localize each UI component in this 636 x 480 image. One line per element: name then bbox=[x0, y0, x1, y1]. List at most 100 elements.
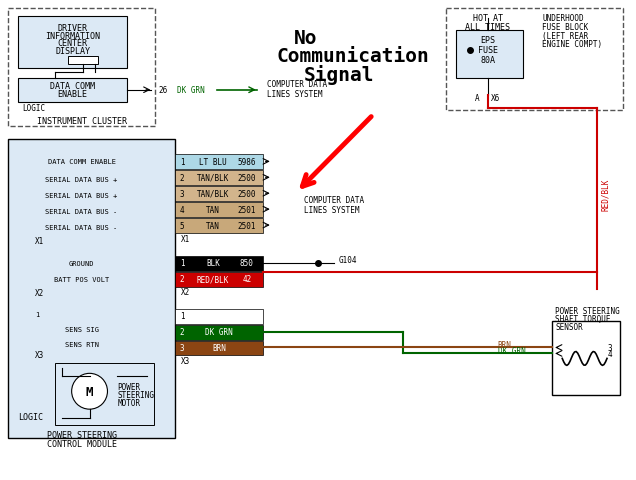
Text: DK GRN: DK GRN bbox=[205, 327, 233, 336]
Text: TAN: TAN bbox=[206, 205, 220, 214]
Text: EPS: EPS bbox=[480, 36, 495, 46]
Text: MOTOR: MOTOR bbox=[118, 398, 141, 407]
Text: DRIVER: DRIVER bbox=[58, 24, 88, 33]
Text: LINES SYSTEM: LINES SYSTEM bbox=[266, 90, 322, 99]
Text: SHAFT TORQUE: SHAFT TORQUE bbox=[555, 314, 611, 324]
Bar bbox=[175, 272, 263, 287]
Bar bbox=[175, 256, 263, 271]
Bar bbox=[175, 187, 263, 202]
Bar bbox=[175, 325, 263, 340]
Text: 26: 26 bbox=[158, 86, 167, 95]
Text: DK GRN: DK GRN bbox=[497, 346, 525, 355]
Text: CENTER: CENTER bbox=[58, 39, 88, 48]
Text: BLK: BLK bbox=[206, 259, 220, 268]
Text: 3: 3 bbox=[180, 189, 184, 198]
Text: 1: 1 bbox=[180, 312, 184, 321]
Text: DK GRN: DK GRN bbox=[177, 86, 205, 95]
Text: DATA COMM ENABLE: DATA COMM ENABLE bbox=[48, 159, 116, 165]
Text: X2: X2 bbox=[35, 288, 44, 298]
Text: ALL TIMES: ALL TIMES bbox=[465, 23, 510, 32]
Text: M: M bbox=[86, 385, 93, 398]
Text: BRN: BRN bbox=[497, 340, 511, 349]
Text: 4: 4 bbox=[180, 205, 184, 214]
Text: INFORMATION: INFORMATION bbox=[45, 31, 100, 40]
Text: POWER STEERING: POWER STEERING bbox=[555, 307, 620, 315]
Text: POWER: POWER bbox=[118, 382, 141, 391]
Bar bbox=[175, 341, 263, 356]
Text: LOGIC: LOGIC bbox=[22, 104, 45, 113]
Text: 2500: 2500 bbox=[237, 173, 256, 182]
Bar bbox=[446, 9, 623, 110]
Text: TAN/BLK: TAN/BLK bbox=[197, 189, 229, 198]
Text: LINES SYSTEM: LINES SYSTEM bbox=[303, 205, 359, 214]
Text: 2: 2 bbox=[180, 173, 184, 182]
Text: X2: X2 bbox=[181, 288, 190, 297]
Text: G104: G104 bbox=[338, 256, 357, 265]
Text: A: A bbox=[475, 94, 480, 103]
Text: COMPUTER DATA: COMPUTER DATA bbox=[303, 195, 364, 204]
Text: 1: 1 bbox=[180, 259, 184, 268]
Text: RED/BLK: RED/BLK bbox=[600, 179, 609, 211]
Text: ENGINE COMPT): ENGINE COMPT) bbox=[543, 40, 602, 49]
Text: SERIAL DATA BUS -: SERIAL DATA BUS - bbox=[46, 225, 118, 230]
Text: 2501: 2501 bbox=[237, 205, 256, 214]
Text: HOT AT: HOT AT bbox=[473, 13, 502, 23]
Text: DISPLAY: DISPLAY bbox=[55, 48, 90, 56]
Text: 1: 1 bbox=[35, 311, 39, 317]
Text: 2: 2 bbox=[180, 275, 184, 284]
Bar bbox=[8, 9, 155, 126]
Text: 5986: 5986 bbox=[237, 157, 256, 167]
Text: 3: 3 bbox=[180, 343, 184, 352]
Text: 4: 4 bbox=[607, 349, 612, 358]
Text: X3: X3 bbox=[35, 350, 44, 359]
Text: FUSE BLOCK: FUSE BLOCK bbox=[543, 23, 588, 32]
Bar bbox=[18, 17, 127, 69]
Bar bbox=[175, 203, 263, 217]
Text: X1: X1 bbox=[181, 234, 190, 243]
Text: SENS RTN: SENS RTN bbox=[65, 342, 99, 348]
Text: X3: X3 bbox=[181, 356, 190, 365]
Text: 2501: 2501 bbox=[237, 221, 256, 230]
Text: Communication: Communication bbox=[277, 48, 429, 66]
Text: SERIAL DATA BUS -: SERIAL DATA BUS - bbox=[46, 209, 118, 215]
Text: FUSE: FUSE bbox=[478, 47, 497, 55]
Text: 1: 1 bbox=[180, 157, 184, 167]
Text: 5: 5 bbox=[180, 221, 184, 230]
Text: POWER STEERING: POWER STEERING bbox=[46, 430, 116, 439]
Text: ENABLE: ENABLE bbox=[58, 90, 88, 99]
Text: COMPUTER DATA: COMPUTER DATA bbox=[266, 80, 327, 89]
Text: CONTROL MODULE: CONTROL MODULE bbox=[46, 440, 116, 449]
Text: X6: X6 bbox=[491, 94, 500, 103]
Text: SERIAL DATA BUS +: SERIAL DATA BUS + bbox=[46, 193, 118, 199]
Text: STEERING: STEERING bbox=[118, 390, 155, 399]
Text: RED/BLK: RED/BLK bbox=[197, 275, 229, 284]
Text: (LEFT REAR: (LEFT REAR bbox=[543, 31, 588, 40]
Bar bbox=[18, 79, 127, 102]
Text: TAN/BLK: TAN/BLK bbox=[197, 173, 229, 182]
Bar bbox=[552, 321, 620, 396]
Bar bbox=[175, 309, 263, 324]
Text: 850: 850 bbox=[240, 259, 254, 268]
Text: LOGIC: LOGIC bbox=[18, 412, 43, 421]
Text: SENSOR: SENSOR bbox=[555, 323, 583, 331]
Text: X1: X1 bbox=[35, 237, 44, 246]
Text: 3: 3 bbox=[607, 343, 612, 352]
Text: 2: 2 bbox=[180, 327, 184, 336]
Text: TAN: TAN bbox=[206, 221, 220, 230]
Text: SENS SIG: SENS SIG bbox=[65, 326, 99, 332]
Text: GROUND: GROUND bbox=[69, 260, 94, 266]
Text: Signal: Signal bbox=[303, 65, 374, 84]
Text: 2500: 2500 bbox=[237, 189, 256, 198]
Bar bbox=[55, 364, 155, 425]
Text: INSTRUMENT CLUSTER: INSTRUMENT CLUSTER bbox=[37, 117, 127, 126]
Text: SERIAL DATA BUS +: SERIAL DATA BUS + bbox=[46, 177, 118, 183]
Bar bbox=[8, 140, 175, 438]
Bar bbox=[175, 155, 263, 170]
Text: DATA COMM: DATA COMM bbox=[50, 82, 95, 91]
Text: BATT POS VOLT: BATT POS VOLT bbox=[54, 276, 109, 282]
Text: 42: 42 bbox=[242, 275, 251, 284]
Bar bbox=[67, 57, 97, 65]
Bar bbox=[175, 171, 263, 186]
Text: 80A: 80A bbox=[480, 56, 495, 65]
Text: BRN: BRN bbox=[212, 343, 226, 352]
